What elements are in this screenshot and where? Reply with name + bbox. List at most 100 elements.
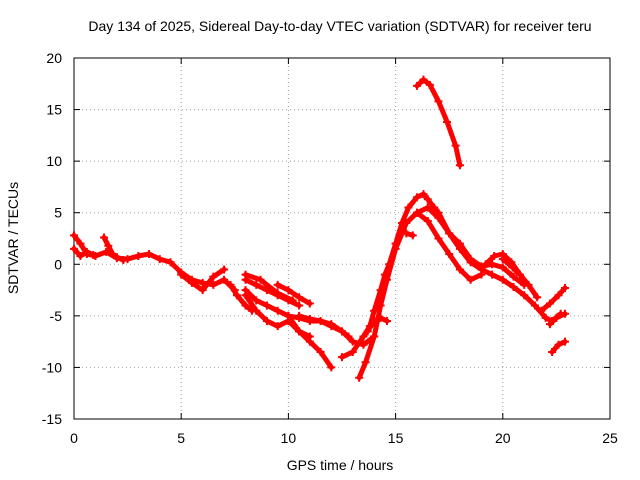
data-point-marker bbox=[70, 231, 78, 240]
data-point-marker bbox=[423, 203, 432, 212]
data-point-marker bbox=[220, 265, 229, 274]
data-point-marker bbox=[560, 337, 569, 346]
data-point-marker bbox=[70, 244, 78, 253]
data-point-marker bbox=[515, 270, 524, 279]
data-point-marker bbox=[545, 320, 554, 329]
data-point-marker bbox=[273, 289, 282, 298]
data-point-marker bbox=[466, 275, 475, 284]
y-axis-title: SDTVAR / TECUs bbox=[5, 182, 21, 294]
data-point-marker bbox=[391, 244, 400, 253]
grid-lines bbox=[74, 58, 610, 419]
data-point-marker bbox=[376, 313, 385, 322]
data-point-marker bbox=[220, 275, 229, 284]
data-point-marker bbox=[423, 195, 432, 204]
data-point-marker bbox=[104, 241, 113, 250]
series-line bbox=[71, 246, 96, 259]
data-point-marker bbox=[408, 231, 417, 240]
data-point-marker bbox=[524, 280, 533, 289]
data-point-marker bbox=[327, 363, 336, 372]
data-point-marker bbox=[376, 301, 385, 310]
data-point-marker bbox=[413, 81, 422, 90]
data-point-marker bbox=[241, 270, 250, 279]
series-arc-12 bbox=[295, 311, 353, 341]
data-point-marker bbox=[355, 373, 364, 382]
data-point-marker bbox=[383, 275, 392, 284]
data-point-marker bbox=[177, 270, 186, 279]
data-point-marker bbox=[370, 306, 379, 315]
data-point-marker bbox=[477, 262, 486, 271]
data-point-marker bbox=[100, 233, 109, 242]
data-point-marker bbox=[445, 229, 454, 238]
data-point-marker bbox=[423, 216, 432, 225]
data-point-marker bbox=[344, 332, 353, 341]
series-line bbox=[228, 282, 255, 314]
data-point-marker bbox=[348, 337, 357, 346]
data-point-marker bbox=[256, 275, 265, 284]
data-point-marker bbox=[490, 252, 499, 261]
data-point-marker bbox=[520, 291, 529, 300]
data-point-marker bbox=[455, 239, 464, 248]
data-point-marker bbox=[284, 311, 293, 320]
series-arc-22 bbox=[548, 337, 569, 356]
data-point-marker bbox=[560, 284, 569, 293]
x-tick-label: 0 bbox=[70, 430, 78, 446]
data-point-marker bbox=[316, 317, 325, 326]
series-arc-10 bbox=[241, 270, 297, 305]
y-tick-labels: -15 -10 -5 0 5 10 15 20 bbox=[42, 50, 62, 427]
data-point-marker bbox=[305, 314, 314, 323]
data-point-marker bbox=[209, 280, 218, 289]
data-point-marker bbox=[383, 317, 392, 326]
data-point-marker bbox=[434, 97, 443, 106]
data-point-marker bbox=[273, 280, 282, 289]
x-tick-label: 20 bbox=[495, 430, 511, 446]
data-point-marker bbox=[305, 299, 314, 308]
data-point-marker bbox=[155, 255, 164, 264]
data-point-marker bbox=[108, 249, 117, 258]
x-tick-label: 25 bbox=[602, 430, 618, 446]
data-point-marker bbox=[295, 293, 304, 302]
data-point-marker bbox=[284, 286, 293, 295]
data-point-marker bbox=[402, 229, 411, 238]
y-tick-label: 5 bbox=[54, 205, 62, 221]
data-point-marker bbox=[232, 291, 241, 300]
series-arc-2 bbox=[70, 244, 98, 261]
data-point-marker bbox=[89, 251, 98, 260]
data-point-marker bbox=[554, 291, 563, 300]
chart-title: Day 134 of 2025, Sidereal Day-to-day VTE… bbox=[88, 18, 591, 34]
y-tick-label: 0 bbox=[54, 256, 62, 272]
y-tick-label: -10 bbox=[42, 359, 62, 375]
data-point-marker bbox=[554, 340, 563, 349]
data-point-marker bbox=[295, 301, 304, 310]
x-tick-label: 15 bbox=[388, 430, 404, 446]
data-point-marker bbox=[370, 317, 379, 326]
data-point-marker bbox=[252, 296, 261, 305]
data-point-marker bbox=[338, 353, 346, 362]
data-point-marker bbox=[359, 332, 368, 341]
series-line bbox=[243, 272, 296, 303]
data-point-marker bbox=[295, 311, 304, 320]
data-point-marker bbox=[327, 322, 336, 331]
data-point-marker bbox=[338, 327, 346, 336]
data-point-marker bbox=[76, 252, 85, 261]
data-point-marker bbox=[560, 309, 569, 318]
y-tick-label: 10 bbox=[46, 153, 62, 169]
data-point-marker bbox=[273, 322, 282, 331]
data-point-marker bbox=[288, 296, 297, 305]
x-tick-label: 10 bbox=[281, 430, 297, 446]
series-arc-21 bbox=[545, 309, 569, 329]
series-arc-16 bbox=[363, 313, 392, 336]
data-point-marker bbox=[252, 280, 261, 289]
y-tick-label: 20 bbox=[46, 50, 62, 66]
data-point-marker bbox=[348, 347, 357, 356]
series-arc-15 bbox=[413, 208, 486, 284]
data-point-marker bbox=[511, 266, 520, 275]
y-tick-label: -5 bbox=[50, 308, 63, 324]
data-point-marker bbox=[419, 75, 428, 84]
axis-ticks bbox=[73, 57, 611, 420]
data-point-marker bbox=[533, 293, 542, 302]
data-point-marker bbox=[498, 263, 507, 272]
data-point-marker bbox=[76, 239, 85, 248]
series-arc-18 bbox=[481, 249, 542, 302]
x-tick-labels: 0 5 10 15 20 25 bbox=[70, 430, 618, 446]
